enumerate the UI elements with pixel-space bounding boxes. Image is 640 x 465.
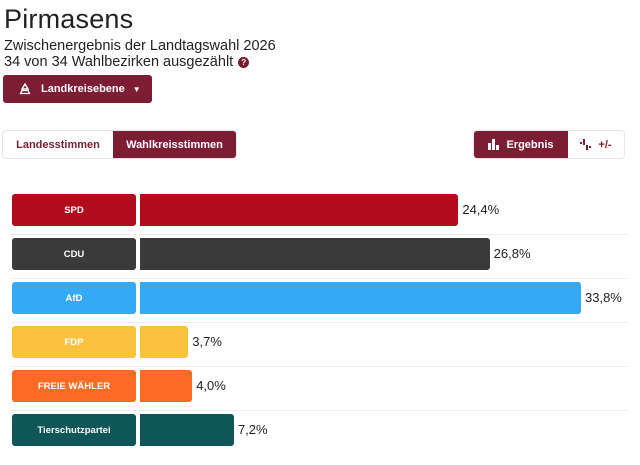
party-label: Tierschutzpartei bbox=[12, 414, 136, 446]
tab-landesstimmen[interactable]: Landesstimmen bbox=[3, 131, 113, 158]
party-label: FREIE WÄHLER bbox=[12, 370, 136, 402]
party-row: Tierschutzpartei 7,2% bbox=[12, 412, 627, 448]
results-bar-chart: SPD 24,4% CDU 26,8% AfD 33,8% FDP 3,7% FREIE WÄH… bbox=[0, 190, 640, 465]
row-divider bbox=[12, 322, 627, 323]
result-bar bbox=[140, 282, 581, 314]
bar-chart-icon bbox=[488, 139, 500, 150]
count-status-text: 34 von 34 Wahlbezirken ausgezählt bbox=[4, 54, 234, 70]
party-label: CDU bbox=[12, 238, 136, 270]
change-view-button[interactable]: +/- bbox=[568, 131, 624, 158]
level-dropdown-button[interactable]: Landkreisebene ▼ bbox=[3, 75, 152, 103]
party-label: SPD bbox=[12, 194, 136, 226]
party-label: AfD bbox=[12, 282, 136, 314]
result-bar bbox=[140, 326, 189, 358]
row-divider bbox=[12, 410, 627, 411]
party-row: SPD 24,4% bbox=[12, 192, 627, 235]
result-bar bbox=[140, 194, 459, 226]
vote-type-tabs: Landesstimmen Wahlkreisstimmen bbox=[3, 131, 236, 158]
row-divider bbox=[12, 366, 627, 367]
change-view-label: +/- bbox=[598, 138, 612, 151]
party-row: FDP 3,7% bbox=[12, 324, 627, 367]
page-title: Pirmasens bbox=[4, 4, 134, 34]
result-bar bbox=[140, 414, 234, 446]
view-toggle: Ergebnis +/- bbox=[474, 131, 624, 158]
party-row: FREIE WÄHLER 4,0% bbox=[12, 368, 627, 411]
party-label: FDP bbox=[12, 326, 136, 358]
row-divider bbox=[12, 278, 627, 279]
party-row: AfD 33,8% bbox=[12, 280, 627, 323]
result-value-label: 33,8% bbox=[585, 290, 622, 305]
chevron-down-icon: ▼ bbox=[132, 84, 141, 94]
result-bar bbox=[140, 238, 490, 270]
result-value-label: 24,4% bbox=[462, 202, 500, 217]
map-pin-icon bbox=[19, 83, 31, 95]
result-value-label: 3,7% bbox=[192, 334, 222, 349]
election-subtitle: Zwischenergebnis der Landtagswahl 2026 bbox=[4, 38, 276, 54]
result-value-label: 26,8% bbox=[493, 246, 531, 261]
result-bar bbox=[140, 370, 193, 402]
result-value-label: 7,2% bbox=[237, 422, 268, 437]
result-value-label: 4,0% bbox=[196, 378, 226, 393]
count-status: 34 von 34 Wahlbezirken ausgezählt ? bbox=[4, 54, 250, 70]
result-view-button[interactable]: Ergebnis bbox=[474, 131, 568, 158]
party-row: CDU 26,8% bbox=[12, 236, 627, 279]
result-view-label: Ergebnis bbox=[506, 138, 554, 151]
help-icon[interactable]: ? bbox=[238, 56, 250, 68]
level-dropdown-label: Landkreisebene bbox=[41, 83, 125, 95]
tab-wahlkreisstimmen[interactable]: Wahlkreisstimmen bbox=[113, 131, 236, 158]
plus-minus-icon bbox=[580, 139, 592, 150]
row-divider bbox=[12, 234, 627, 235]
